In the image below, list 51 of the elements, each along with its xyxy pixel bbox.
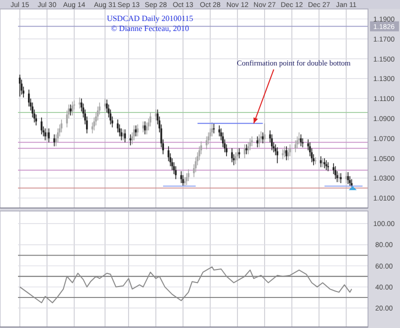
candlestick <box>256 136 258 148</box>
candlestick <box>289 144 291 157</box>
candlestick <box>70 104 72 116</box>
candlestick <box>324 158 326 169</box>
candlestick <box>133 125 135 141</box>
candlestick <box>40 117 42 135</box>
candlestick <box>249 138 252 151</box>
candlestick <box>226 144 228 157</box>
candlestick <box>144 121 146 135</box>
candlestick <box>168 146 170 162</box>
candlestick <box>212 123 215 134</box>
candlestick <box>206 136 208 150</box>
text: © Dianne Fecteau, 2010 <box>110 24 190 33</box>
candlestick <box>327 162 330 172</box>
candlestick <box>298 132 300 145</box>
candlestick <box>171 158 174 171</box>
candlestick <box>338 172 340 183</box>
candlestick <box>72 101 74 116</box>
candlestick <box>142 121 144 133</box>
candlestick <box>348 176 351 187</box>
candlestick <box>130 134 132 146</box>
candlestick <box>334 166 336 180</box>
candlestick <box>300 134 302 147</box>
candlestick <box>314 156 316 165</box>
candlestick <box>251 136 253 147</box>
candlestick <box>124 128 126 143</box>
candlestick <box>231 148 233 163</box>
candlestick <box>173 162 175 175</box>
candlestick <box>284 146 286 158</box>
candlestick <box>28 89 30 107</box>
text: USDCAD Daily 20100115 <box>106 14 194 23</box>
candlestick <box>270 134 273 151</box>
candlestick <box>56 128 59 143</box>
line-series <box>19 266 352 304</box>
candlestick <box>347 172 349 185</box>
candlestick <box>211 122 213 137</box>
candlestick <box>46 128 48 141</box>
candlestick <box>149 112 152 127</box>
candlestick <box>188 168 190 182</box>
candlestick <box>234 152 237 165</box>
candlestick <box>264 123 266 144</box>
candlestick <box>332 162 334 175</box>
candlestick <box>134 125 137 137</box>
candlestick <box>294 140 296 153</box>
candlestick <box>60 119 62 133</box>
candlestick <box>182 174 184 187</box>
candlestick <box>120 128 122 141</box>
candlestick <box>236 148 238 161</box>
candlestick <box>285 146 288 161</box>
candlestick <box>246 144 248 155</box>
candlestick <box>104 98 106 111</box>
